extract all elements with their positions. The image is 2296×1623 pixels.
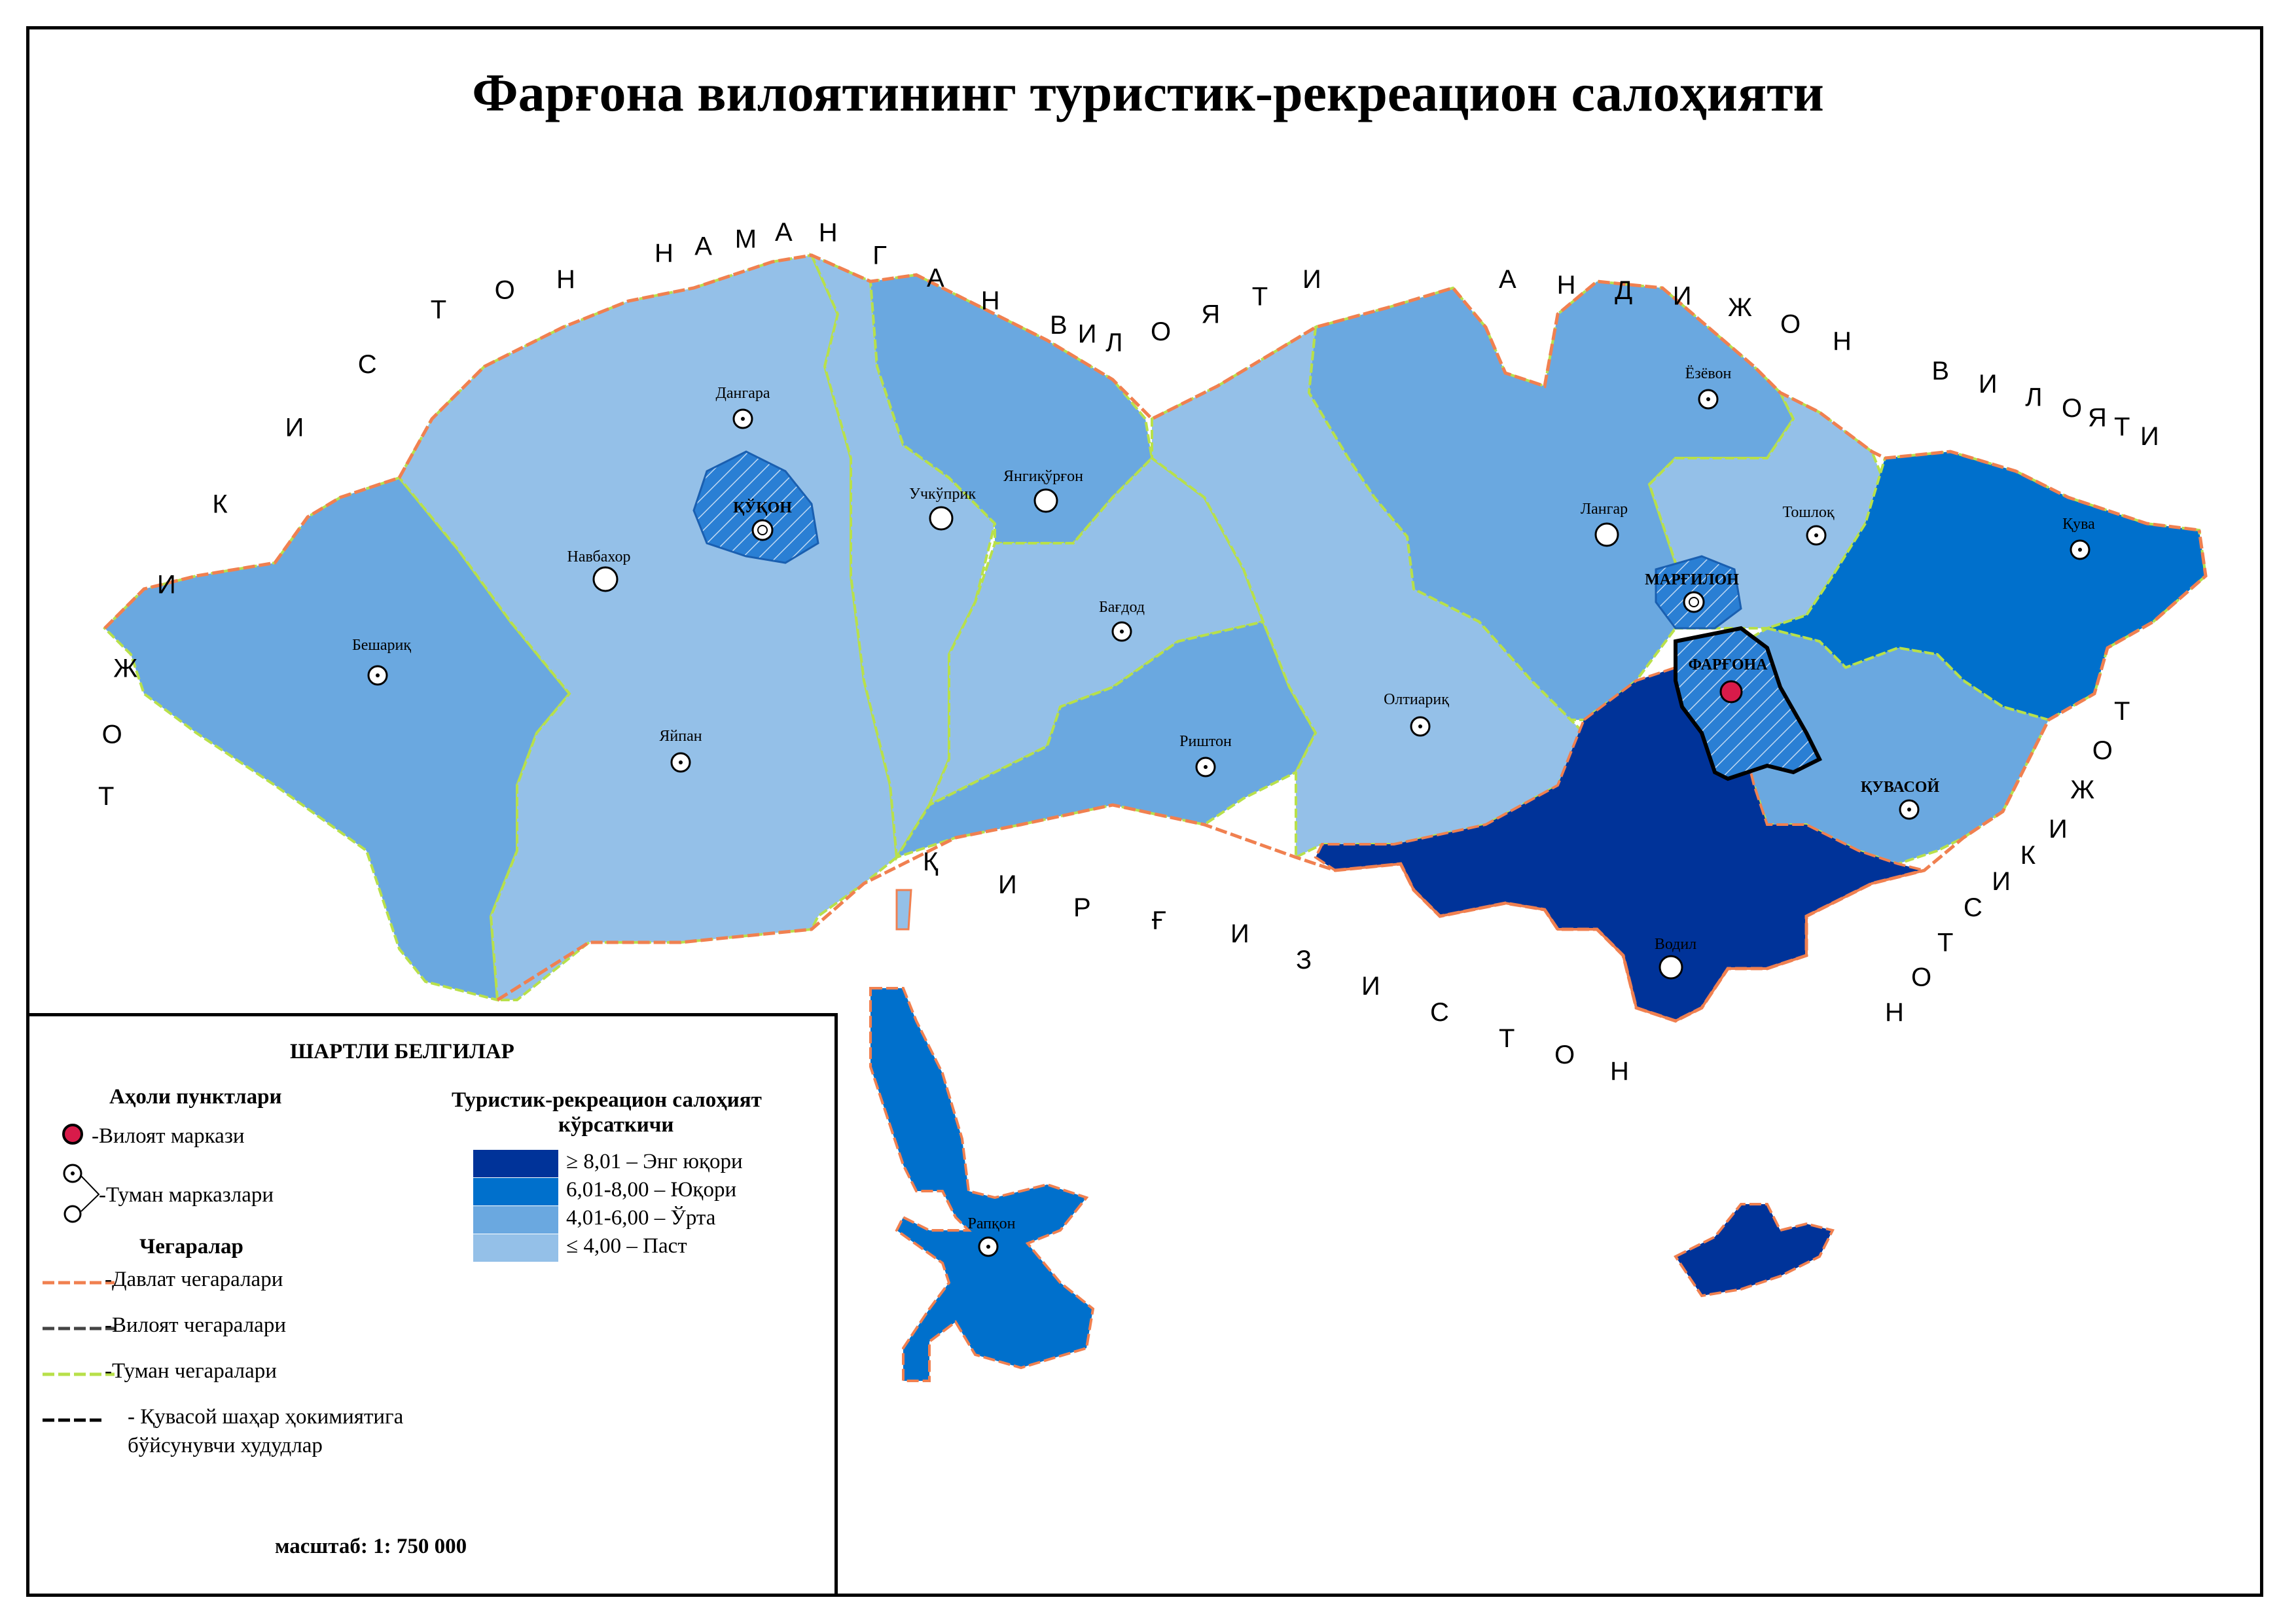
label-uchkuprik: Учкўприк [909,486,976,503]
legend-class-label-2: 6,01-8,00 – Юқори [566,1178,737,1202]
settlement-kokand[interactable]: ҚЎҚОН [733,499,792,541]
state-border [103,253,2200,630]
settlement-yaypan[interactable]: Яйпан [659,728,702,773]
label-yangikurgon: Янгиқўрғон [1003,468,1083,485]
settlement-oltiariq[interactable]: Олтиариқ [1384,691,1449,737]
settlement-yozyovon[interactable]: Ёзёвон [1685,365,1732,410]
settlement-bagdod[interactable]: Бағдод [1099,599,1145,642]
legend-title: ШАРТЛИ БЕЛГИЛАР [290,1040,514,1063]
enclave-east[interactable] [1674,1203,1835,1298]
legend-district-centers: -Туман марказлари [99,1183,274,1207]
label-quvasoy: ҚУВАСОЙ [1861,779,1940,796]
label-vodil: Водил [1655,936,1696,953]
legend-quvasoy-line1: - Қувасой шаҳар ҳокимиятига [128,1405,404,1429]
neighbor-label-kyrgyzstan-west: ТОЖИКИСТО Н [98,265,577,811]
settlement-yangikurgon[interactable]: Янгиқўрғон [1003,468,1083,513]
legend-settlements-heading: Аҳоли пунктлари [109,1085,282,1109]
settlement-rishton[interactable]: Риштон [1179,733,1232,777]
label-yaypan: Яйпан [659,728,702,745]
map-frame [26,26,2263,1597]
legend-class-label-3: 4,01-6,00 – Ўрта [566,1206,716,1230]
legend-state-border: -Давлат чегаралари [105,1268,283,1291]
settlement-uchkuprik[interactable]: Учкўприк [909,486,976,531]
legend-class-label-1: ≥ 8,01 – Энг юқори [566,1150,743,1173]
legend-scale: масштаб: 1: 750 000 [275,1535,467,1558]
legend-region-border: -Вилоят чегаралари [105,1313,286,1337]
label-rishton: Риштон [1179,733,1232,750]
label-bagdod: Бағдод [1099,599,1145,616]
settlement-dangara[interactable]: Дангара [715,385,770,429]
district-quva[interactable] [1762,450,2208,722]
neighbor-label-kyrgyzstan-south: ҚИР Ғ ИЗИСТОН [923,847,1630,1086]
settlements: Дангара ҚЎҚОН Навбахор Бешариқ Яйпан Учк… [352,365,2095,1257]
legend-swatch-3 [473,1206,558,1234]
state-border-south [496,529,2208,1023]
label-navbahor: Навбахор [567,548,631,565]
quvasoy-border-symbol [43,1418,101,1422]
city-area-margilon[interactable] [1655,555,1742,630]
legend-box: ШАРТЛИ БЕЛГИЛАР Аҳоли пунктлари -Вилоят … [26,1013,838,1597]
legend-swatch-2 [473,1178,558,1205]
legend-borders-heading: Чегаралар [139,1235,243,1258]
map-title: Фарғона вилоятининг туристик-рекреацион … [472,63,1824,122]
city-area-fargona[interactable] [1674,626,1823,781]
legend-quvasoy-line2: бўйсунувчи худудлар [128,1434,323,1457]
label-margilon: МАРҒИЛОН [1645,571,1739,588]
city-area-kokand[interactable] [692,450,819,564]
legend-district-border: -Туман чегаралари [105,1359,277,1383]
settlement-quva[interactable]: Қува [2062,516,2095,560]
label-dangara: Дангара [715,385,770,402]
legend-index-heading-1: Туристик-рекреацион салоҳият [452,1088,762,1112]
settlement-toshloq[interactable]: Тошлоқ [1783,504,1835,546]
label-rapqon: Рапқон [967,1215,1015,1232]
neighbor-label-namangan: Н А М А НГАН В И Л ОЯТИ [655,218,1323,357]
legend-class-label-4: ≤ 4,00 – Паст [566,1234,687,1258]
label-toshloq: Тошлоқ [1783,504,1835,521]
label-yozyovon: Ёзёвон [1685,365,1732,382]
state-border-symbol [43,1281,115,1285]
label-quva: Қува [2062,516,2095,533]
enclave-sliver [895,889,912,931]
label-beshariq: Бешариқ [352,637,411,654]
settlement-beshariq[interactable]: Бешариқ [352,637,411,686]
settlement-rapqon[interactable]: Рапқон [967,1215,1016,1257]
legend-swatch-4 [473,1234,558,1262]
district-border-symbol [43,1372,115,1376]
label-kokand: ҚЎҚОН [733,499,792,516]
label-fargona: ФАРҒОНА [1688,656,1768,673]
legend-index-heading-2: кўрсаткичи [558,1113,674,1137]
settlement-langar[interactable]: Лангар [1581,501,1628,547]
region-center-icon [62,1124,83,1145]
districts [103,253,2208,1382]
legend-region-center: -Вилоят маркази [92,1124,245,1148]
label-oltiariq: Олтиариқ [1384,691,1449,708]
district-center-icon [63,1164,100,1223]
enclave-rapqon[interactable] [869,987,1095,1382]
label-langar: Лангар [1581,501,1628,518]
settlement-fargona[interactable]: ФАРҒОНА [1688,656,1768,704]
region-border-symbol [43,1327,115,1330]
legend-swatch-1 [473,1150,558,1177]
settlement-vodil[interactable]: Водил [1655,936,1696,980]
settlement-quvasoy[interactable]: ҚУВАСОЙ [1861,779,1940,820]
settlement-margilon[interactable]: МАРҒИЛОН [1645,571,1739,613]
settlement-navbahor[interactable]: Навбахор [567,548,631,592]
city-areas [692,450,1823,781]
